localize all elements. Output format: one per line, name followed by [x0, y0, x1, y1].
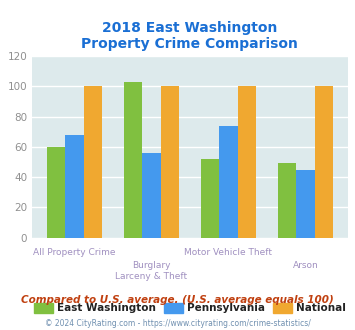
- Text: Motor Vehicle Theft: Motor Vehicle Theft: [185, 248, 272, 257]
- Bar: [124, 82, 142, 238]
- Bar: [161, 86, 179, 238]
- Bar: [142, 153, 161, 238]
- Text: Burglary
Larceny & Theft: Burglary Larceny & Theft: [115, 261, 187, 281]
- Text: All Property Crime: All Property Crime: [33, 248, 116, 257]
- Bar: [219, 126, 238, 238]
- Bar: [278, 163, 296, 238]
- Bar: [296, 170, 315, 238]
- Bar: [315, 86, 333, 238]
- Text: © 2024 CityRating.com - https://www.cityrating.com/crime-statistics/: © 2024 CityRating.com - https://www.city…: [45, 319, 310, 328]
- Text: Compared to U.S. average. (U.S. average equals 100): Compared to U.S. average. (U.S. average …: [21, 295, 334, 305]
- Bar: [47, 147, 65, 238]
- Text: Arson: Arson: [293, 261, 318, 270]
- Bar: [83, 86, 102, 238]
- Bar: [238, 86, 256, 238]
- Bar: [65, 135, 83, 238]
- Legend: East Washington, Pennsylvania, National: East Washington, Pennsylvania, National: [30, 299, 350, 318]
- Title: 2018 East Washington
Property Crime Comparison: 2018 East Washington Property Crime Comp…: [82, 20, 298, 51]
- Bar: [201, 159, 219, 238]
